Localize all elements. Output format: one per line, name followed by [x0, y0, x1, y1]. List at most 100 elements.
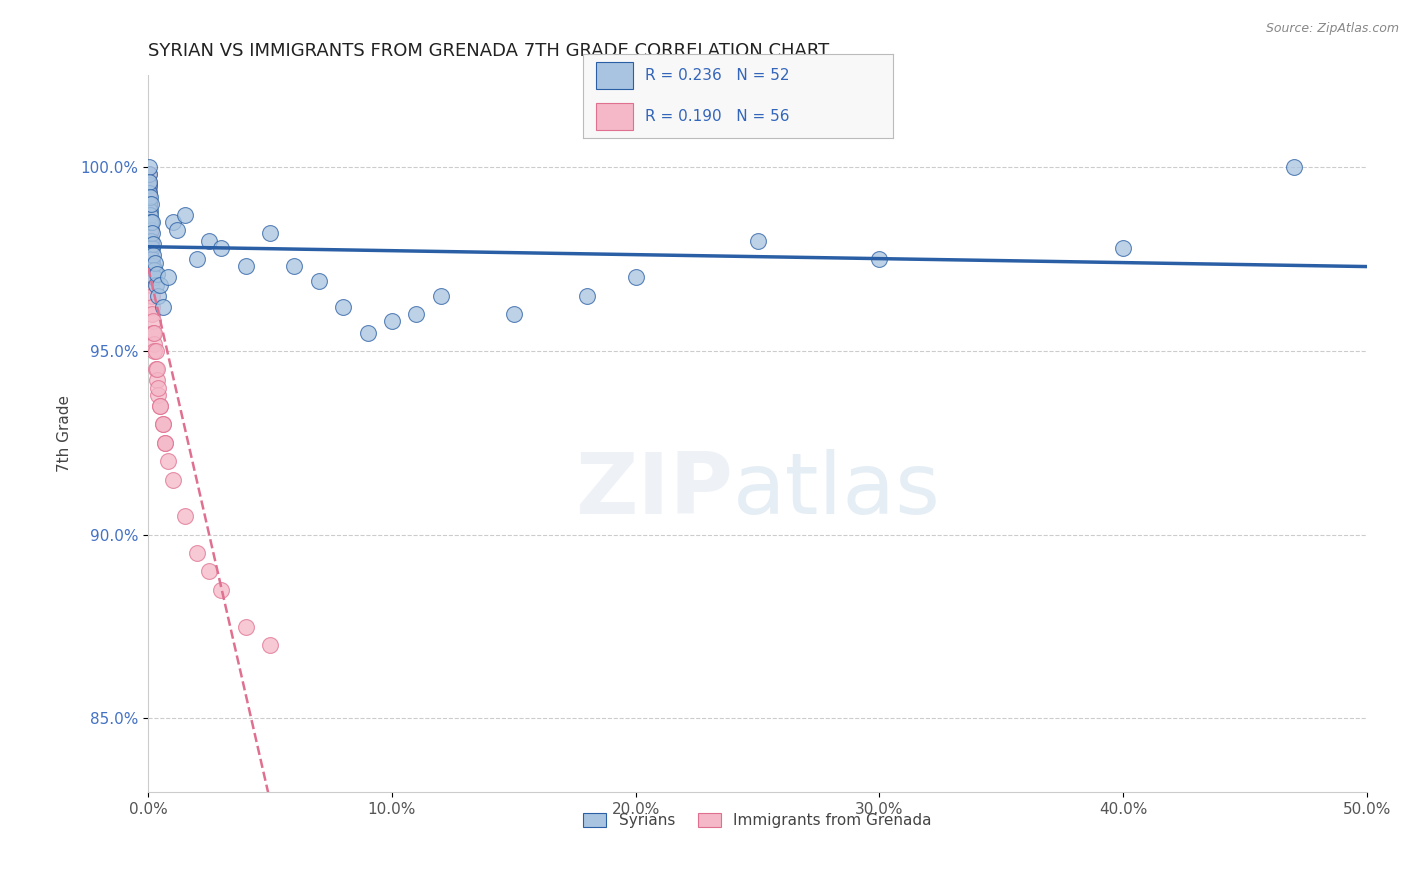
Point [141, 277, 163, 292]
Text: ZIP: ZIP [575, 450, 733, 533]
Point [139, 244, 162, 259]
Point [138, 189, 160, 203]
Point [149, 277, 172, 292]
Point [139, 189, 162, 203]
Point [138, 182, 160, 196]
Point [259, 227, 281, 241]
Point [141, 215, 163, 229]
Point [138, 222, 160, 236]
Point [145, 277, 167, 292]
Point [146, 289, 169, 303]
Point [138, 186, 160, 200]
Point [138, 189, 160, 203]
Point [381, 314, 404, 328]
Point [139, 260, 162, 274]
Point [138, 168, 160, 182]
Point [166, 222, 188, 236]
Point [139, 252, 162, 266]
Point [143, 270, 166, 285]
Point [502, 307, 524, 321]
Point [283, 260, 305, 274]
Point [142, 260, 165, 274]
Point [139, 222, 162, 236]
Point [138, 175, 160, 189]
Bar [596, 103, 633, 130]
Point [143, 255, 166, 269]
Point [138, 208, 160, 222]
Point [142, 248, 165, 262]
Point [138, 204, 160, 219]
Point [139, 234, 162, 248]
Point [139, 248, 162, 262]
Point [209, 241, 232, 255]
Point [138, 175, 160, 189]
Point [138, 201, 160, 215]
Point [198, 565, 221, 579]
Point [138, 197, 160, 211]
Point [624, 270, 647, 285]
Legend: Syrians, Immigrants from Grenada: Syrians, Immigrants from Grenada [578, 807, 938, 835]
Point [139, 237, 162, 252]
Point [138, 178, 160, 193]
Point [1282, 160, 1305, 174]
Point [868, 252, 890, 266]
Point [141, 300, 163, 314]
Point [142, 336, 165, 351]
Point [156, 454, 179, 468]
Point [173, 208, 195, 222]
Point [1112, 241, 1135, 255]
Point [138, 227, 160, 241]
Point [429, 289, 451, 303]
Point [141, 252, 163, 266]
Point [138, 219, 160, 233]
Point [145, 362, 167, 376]
Point [155, 435, 177, 450]
Point [142, 326, 165, 340]
Point [145, 267, 167, 281]
Point [332, 300, 354, 314]
Point [405, 307, 427, 321]
Point [209, 582, 232, 597]
Point [747, 234, 769, 248]
Text: R = 0.236   N = 52: R = 0.236 N = 52 [645, 68, 790, 83]
Point [141, 215, 163, 229]
Point [149, 399, 172, 413]
Point [356, 326, 378, 340]
Point [139, 215, 162, 229]
Point [146, 381, 169, 395]
Point [138, 160, 160, 174]
Point [152, 300, 174, 314]
Point [259, 638, 281, 652]
Point [138, 197, 160, 211]
Point [146, 388, 169, 402]
Text: atlas: atlas [733, 450, 941, 533]
Text: SYRIAN VS IMMIGRANTS FROM GRENADA 7TH GRADE CORRELATION CHART: SYRIAN VS IMMIGRANTS FROM GRENADA 7TH GR… [148, 42, 830, 60]
Point [149, 399, 172, 413]
Point [138, 168, 160, 182]
Point [142, 263, 165, 277]
Point [156, 270, 179, 285]
Point [138, 197, 160, 211]
Point [141, 234, 163, 248]
Point [186, 252, 208, 266]
Point [145, 373, 167, 387]
Point [145, 343, 167, 358]
Point [235, 260, 257, 274]
Y-axis label: 7th Grade: 7th Grade [58, 395, 72, 472]
Text: R = 0.190   N = 56: R = 0.190 N = 56 [645, 109, 790, 124]
Point [142, 237, 165, 252]
Point [138, 215, 160, 229]
Point [162, 473, 184, 487]
Point [141, 227, 163, 241]
Point [152, 417, 174, 432]
Point [139, 197, 162, 211]
Point [142, 314, 165, 328]
Point [198, 234, 221, 248]
Point [235, 619, 257, 633]
Point [141, 270, 163, 285]
Point [138, 211, 160, 226]
Point [138, 186, 160, 200]
Point [138, 208, 160, 222]
Point [152, 417, 174, 432]
Point [186, 546, 208, 560]
